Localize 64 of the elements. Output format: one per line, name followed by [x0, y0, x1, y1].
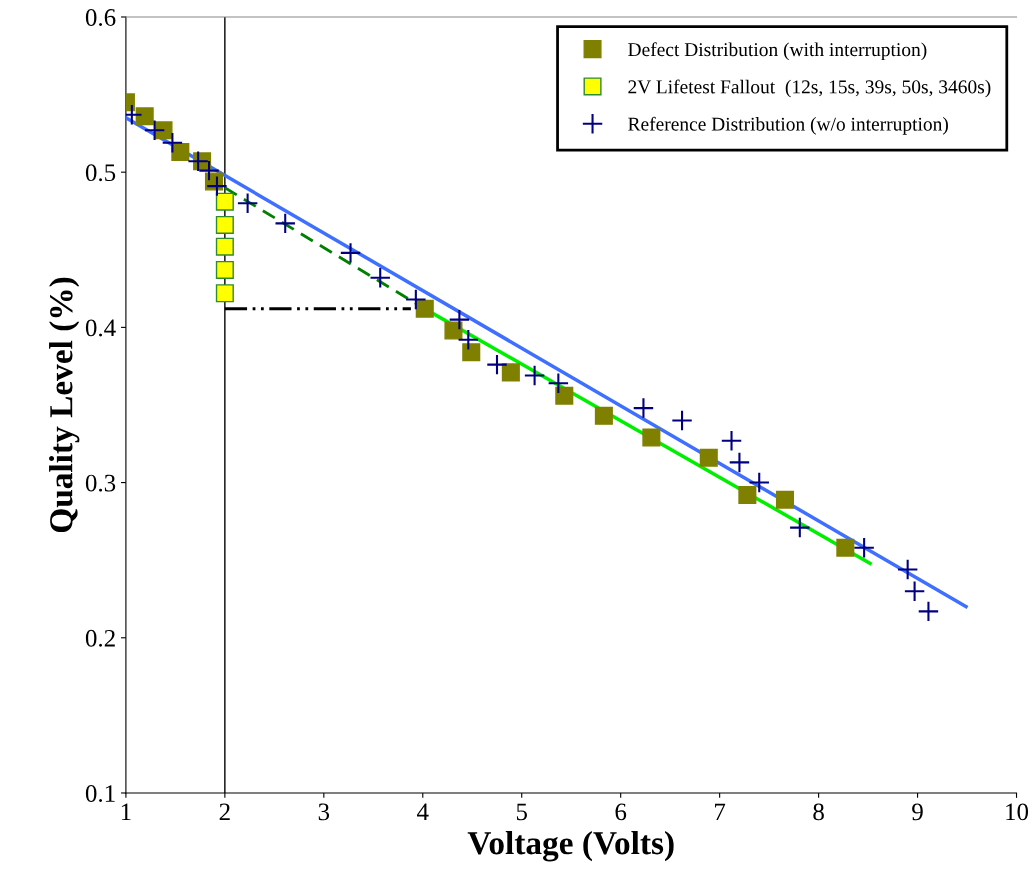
point: [632, 397, 655, 419]
point: [555, 386, 574, 405]
point: [547, 372, 570, 395]
x-tick-label: 1: [121, 803, 131, 821]
point: [728, 451, 751, 474]
point: [720, 429, 743, 452]
y-tick-label: 0.4: [85, 319, 116, 337]
point: [369, 266, 391, 289]
point: [457, 329, 480, 351]
point: [853, 537, 875, 559]
point: [161, 131, 184, 154]
point: [215, 260, 234, 279]
point: [642, 428, 661, 447]
point: [462, 343, 481, 362]
y-tick-label: 0.3: [85, 474, 116, 492]
x-tick-label: 4: [417, 803, 429, 821]
point: [444, 321, 463, 340]
point: [738, 485, 757, 505]
point: [274, 212, 296, 235]
point: [699, 448, 718, 467]
x-tick-label: 5: [516, 803, 528, 821]
point: [789, 516, 811, 539]
x-tick-label: 7: [715, 803, 726, 821]
legend-label: Defect Distribution (with interruption): [628, 42, 927, 61]
point: [671, 409, 693, 432]
point: [896, 558, 919, 581]
point: [836, 538, 855, 557]
y-tick-label: 0.5: [85, 164, 116, 182]
point: [215, 237, 234, 256]
point: [206, 175, 228, 197]
point: [215, 284, 234, 303]
point: [143, 119, 166, 142]
point: [215, 192, 234, 211]
y-axis-title: Quality Level (%): [49, 277, 80, 533]
x-tick-label: 3: [318, 803, 330, 821]
point: [405, 288, 427, 311]
x-tick-label: 2: [219, 803, 230, 821]
legend-label: Reference Distribution (w/o interruption): [628, 116, 948, 135]
point: [236, 192, 259, 214]
y-tick-label: 0.2: [85, 629, 115, 647]
point: [501, 363, 520, 382]
x-tick-label: 10: [1006, 803, 1029, 821]
point: [594, 406, 613, 425]
x-tick-label: 6: [615, 803, 627, 821]
point: [917, 600, 940, 623]
point: [187, 150, 209, 173]
point: [135, 107, 154, 126]
point: [748, 471, 770, 494]
point: [198, 159, 220, 182]
point: [415, 299, 434, 318]
point: [523, 364, 546, 387]
y-tick-label: 0.6: [85, 9, 116, 27]
point: [339, 242, 362, 264]
y-tick-label: 0.1: [85, 785, 115, 803]
point: [775, 490, 794, 509]
point: [486, 353, 508, 376]
legend-label: 2V Lifetest Fallout (12s, 15s, 39s, 50s, 3460s): [628, 79, 991, 98]
point: [215, 215, 234, 234]
x-tick-label: 8: [813, 803, 824, 821]
x-tick-label: 9: [912, 803, 923, 821]
point: [171, 142, 190, 162]
point: [448, 308, 471, 331]
x-axis-title: Voltage (Volts): [467, 830, 674, 862]
point: [903, 580, 926, 602]
